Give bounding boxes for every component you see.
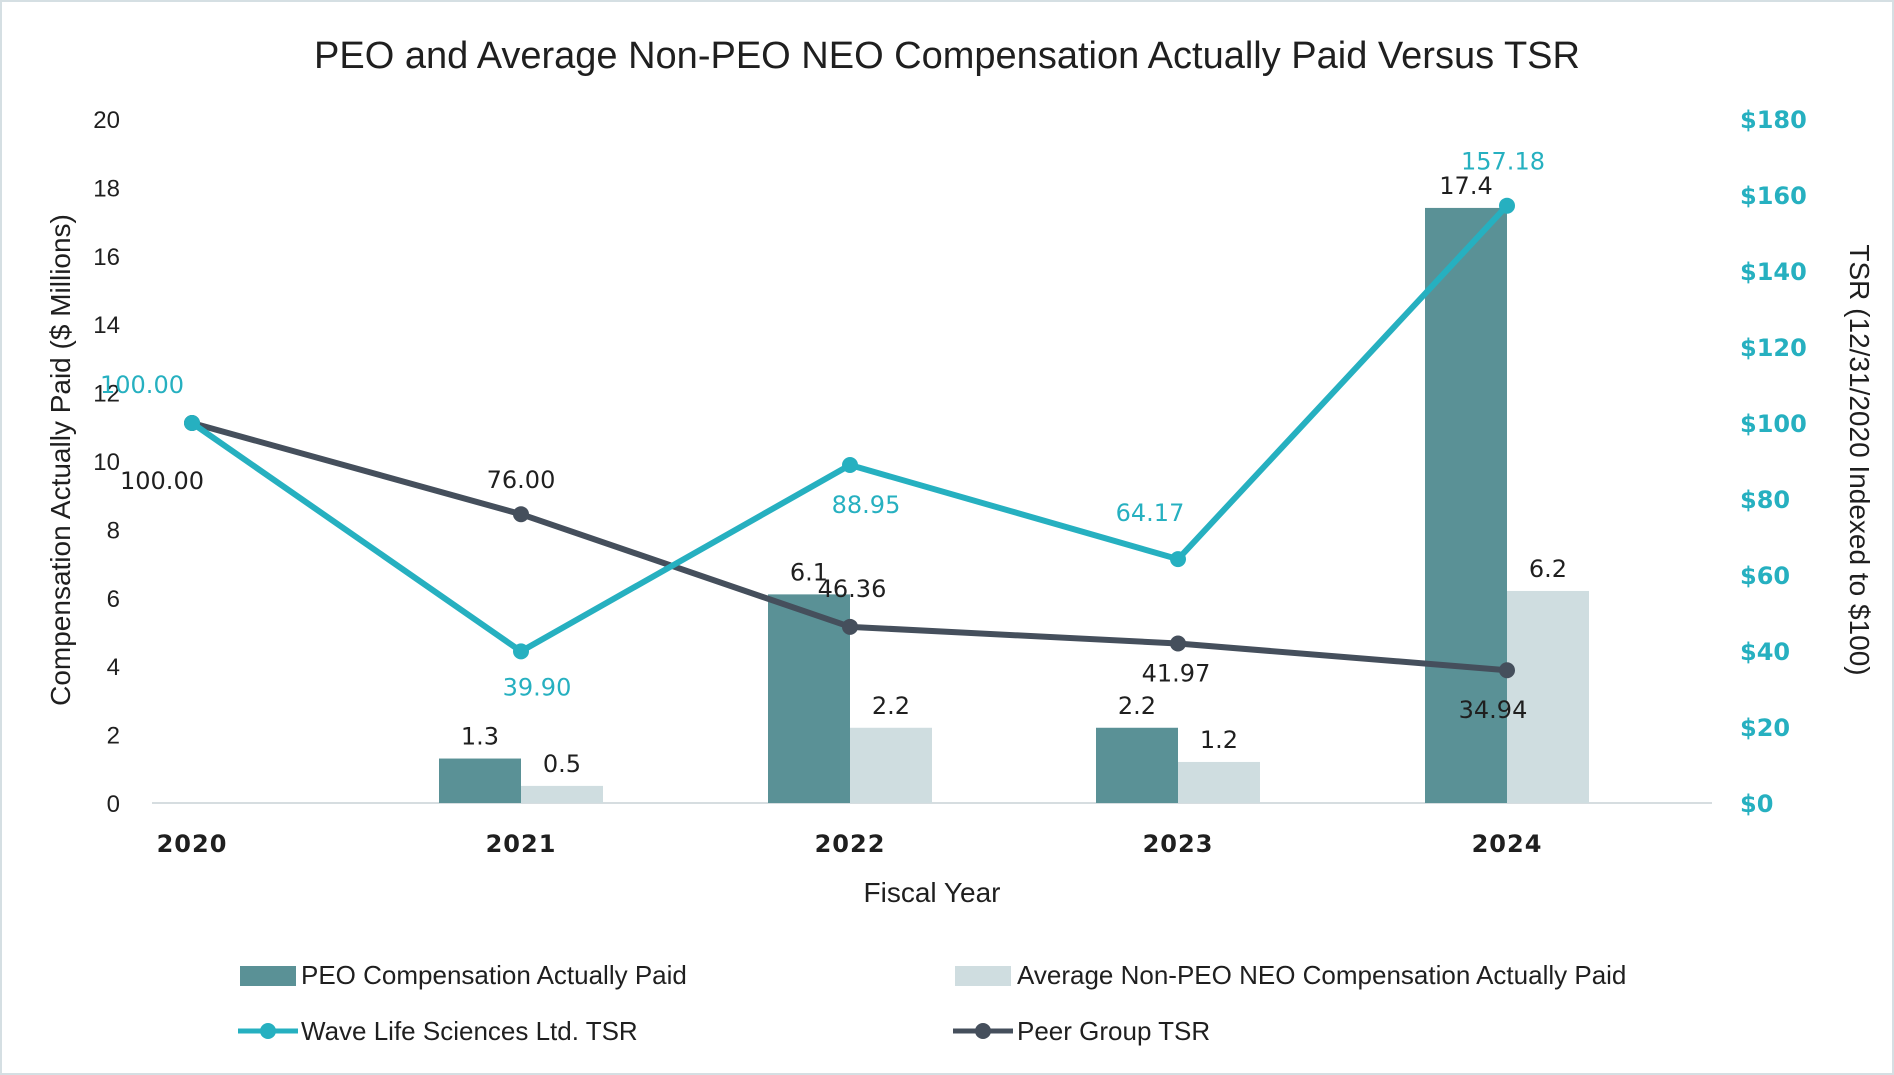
point-label-peer-group-tsr-2021: 76.00 (487, 466, 556, 494)
point-label-peer-group-tsr-2022: 46.36 (818, 575, 887, 603)
y-right-tick-180: $180 (1740, 106, 1807, 134)
x-tick-2023: 2023 (1143, 830, 1214, 858)
right-axis-ticks: $0 $20 $40 $60 $80 $100 $120 $140 $160 $180 (1740, 106, 1807, 818)
point-label-peer-group-tsr-2024: 34.94 (1459, 696, 1528, 724)
y-right-axis-title: TSR (12/31/2020 Indexed to $100) (1844, 244, 1875, 675)
bar-series-group (439, 207, 1589, 804)
legend-label-peo: PEO Compensation Actually Paid (301, 960, 687, 990)
legend-label-non-peo: Average Non-PEO NEO Compensation Actuall… (1017, 960, 1626, 990)
legend-label-wave-tsr: Wave Life Sciences Ltd. TSR (301, 1016, 638, 1046)
legend-swatch-wave-marker (260, 1023, 276, 1039)
y-left-tick-8: 8 (107, 517, 120, 544)
x-axis-ticks: 2020 2021 2022 2023 2024 (157, 830, 1543, 858)
bar-label-peo-compensation-actually-paid-2024: 17.4 (1439, 172, 1492, 200)
point-wave-life-sciences-ltd-tsr-2024 (1499, 197, 1515, 214)
y-right-tick-0: $0 (1740, 790, 1773, 818)
bar-label-average-non-peo-neo-compensation-actually-paid-2022: 2.2 (872, 692, 910, 720)
bar-label-peo-compensation-actually-paid-2021: 1.3 (461, 723, 499, 751)
bar-peo-compensation-actually-paid-2023 (1096, 727, 1178, 803)
y-right-tick-40: $40 (1740, 638, 1790, 666)
line-series-group (184, 197, 1515, 679)
legend-swatch-peer-marker (975, 1023, 991, 1039)
point-label-wave-life-sciences-ltd-tsr-2021: 39.90 (503, 673, 572, 701)
legend-swatch-non-peo-bar (955, 966, 1011, 986)
bar-average-non-peo-neo-compensation-actually-paid-2023 (1178, 761, 1260, 803)
legend: PEO Compensation Actually Paid Average N… (238, 960, 1626, 1046)
point-wave-life-sciences-ltd-tsr-2023 (1170, 551, 1186, 568)
bar-label-peo-compensation-actually-paid-2022: 6.1 (790, 558, 828, 586)
bar-label-average-non-peo-neo-compensation-actually-paid-2024: 6.2 (1529, 555, 1567, 583)
y-right-tick-80: $80 (1740, 486, 1790, 514)
y-left-tick-16: 16 (93, 244, 120, 271)
point-label-peer-group-tsr-2020: 100.00 (120, 467, 204, 495)
bar-peo-compensation-actually-paid-2022 (768, 594, 850, 803)
point-label-wave-life-sciences-ltd-tsr-2022: 88.95 (832, 491, 901, 519)
point-label-peer-group-tsr-2023: 41.97 (1142, 660, 1211, 688)
y-left-tick-2: 2 (107, 723, 120, 750)
y-left-tick-18: 18 (93, 175, 120, 202)
y-left-tick-4: 4 (107, 654, 120, 681)
point-label-wave-life-sciences-ltd-tsr-2020: 100.00 (100, 371, 184, 399)
y-right-tick-20: $20 (1740, 714, 1790, 742)
bar-label-peo-compensation-actually-paid-2023: 2.2 (1118, 692, 1156, 720)
bar-label-average-non-peo-neo-compensation-actually-paid-2021: 0.5 (543, 750, 581, 778)
point-wave-life-sciences-ltd-tsr-2021 (513, 643, 529, 660)
legend-label-peer-tsr: Peer Group TSR (1017, 1016, 1210, 1046)
point-label-wave-life-sciences-ltd-tsr-2023: 64.17 (1116, 499, 1185, 527)
y-right-tick-120: $120 (1740, 334, 1807, 362)
point-peer-group-tsr-2021 (513, 506, 529, 523)
y-left-tick-20: 20 (93, 107, 120, 134)
y-left-tick-10: 10 (93, 449, 120, 476)
bar-average-non-peo-neo-compensation-actually-paid-2021 (521, 785, 603, 803)
data-labels-group: 1.3 6.1 2.2 17.4 0.5 2.2 1.2 6.2 100.00 76.00 46.3… (100, 148, 1567, 778)
legend-swatch-peo-bar (240, 966, 296, 986)
left-axis-ticks: 0 2 4 6 8 10 12 14 16 18 20 (93, 107, 120, 818)
bar-average-non-peo-neo-compensation-actually-paid-2024 (1507, 590, 1589, 803)
y-right-tick-60: $60 (1740, 562, 1790, 590)
chart-title: PEO and Average Non-PEO NEO Compensation… (314, 35, 1580, 77)
y-right-tick-160: $160 (1740, 182, 1807, 210)
y-left-axis-title: Compensation Actually Paid ($ Millions) (45, 214, 76, 706)
point-peer-group-tsr-2023 (1170, 635, 1186, 652)
y-left-tick-14: 14 (93, 312, 120, 339)
y-right-tick-100: $100 (1740, 410, 1807, 438)
point-wave-life-sciences-ltd-tsr-2022 (842, 456, 858, 473)
x-axis-title: Fiscal Year (864, 877, 1001, 908)
point-peer-group-tsr-2024 (1499, 662, 1515, 679)
point-peer-group-tsr-2022 (842, 618, 858, 635)
bar-peo-compensation-actually-paid-2024 (1425, 207, 1507, 804)
y-left-tick-12: 12 (93, 381, 120, 408)
point-label-wave-life-sciences-ltd-tsr-2024: 157.18 (1461, 148, 1545, 176)
y-left-tick-0: 0 (107, 791, 120, 818)
point-wave-life-sciences-ltd-tsr-2020 (184, 415, 200, 431)
y-left-tick-6: 6 (107, 586, 120, 613)
bar-peo-compensation-actually-paid-2021 (439, 758, 521, 803)
y-right-tick-140: $140 (1740, 258, 1807, 286)
bar-average-non-peo-neo-compensation-actually-paid-2022 (850, 727, 932, 803)
bar-label-average-non-peo-neo-compensation-actually-paid-2023: 1.2 (1200, 726, 1238, 754)
x-tick-2024: 2024 (1472, 830, 1543, 858)
x-tick-2022: 2022 (815, 830, 886, 858)
x-tick-2020: 2020 (157, 830, 228, 858)
x-tick-2021: 2021 (486, 830, 557, 858)
